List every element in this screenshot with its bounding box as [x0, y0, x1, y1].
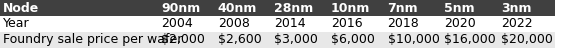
Text: 28nm: 28nm	[274, 2, 314, 15]
FancyBboxPatch shape	[498, 16, 554, 32]
FancyBboxPatch shape	[385, 0, 442, 16]
FancyBboxPatch shape	[0, 0, 158, 16]
FancyBboxPatch shape	[272, 16, 328, 32]
Text: 40nm: 40nm	[218, 2, 257, 15]
Text: Year: Year	[3, 18, 29, 30]
Text: 2016: 2016	[331, 18, 363, 30]
Text: 2004: 2004	[161, 18, 193, 30]
FancyBboxPatch shape	[328, 0, 385, 16]
FancyBboxPatch shape	[442, 0, 498, 16]
FancyBboxPatch shape	[498, 32, 554, 48]
FancyBboxPatch shape	[272, 32, 328, 48]
FancyBboxPatch shape	[215, 0, 272, 16]
Text: 10nm: 10nm	[331, 2, 371, 15]
Text: $2,000: $2,000	[161, 33, 205, 46]
Text: $3,000: $3,000	[274, 33, 318, 46]
Text: 5nm: 5nm	[444, 2, 475, 15]
Text: $20,000: $20,000	[501, 33, 553, 46]
FancyBboxPatch shape	[272, 0, 328, 16]
Text: 2014: 2014	[274, 18, 306, 30]
FancyBboxPatch shape	[158, 16, 215, 32]
FancyBboxPatch shape	[328, 32, 385, 48]
FancyBboxPatch shape	[215, 16, 272, 32]
Text: 2018: 2018	[387, 18, 419, 30]
Text: 7nm: 7nm	[387, 2, 418, 15]
Text: Node: Node	[3, 2, 39, 15]
Text: $6,000: $6,000	[331, 33, 375, 46]
FancyBboxPatch shape	[385, 32, 442, 48]
Text: Foundry sale price per wafer: Foundry sale price per wafer	[3, 33, 182, 46]
FancyBboxPatch shape	[158, 0, 215, 16]
Text: 2020: 2020	[444, 18, 476, 30]
Text: 90nm: 90nm	[161, 2, 200, 15]
Text: 2008: 2008	[218, 18, 250, 30]
FancyBboxPatch shape	[498, 0, 554, 16]
FancyBboxPatch shape	[158, 32, 215, 48]
FancyBboxPatch shape	[0, 16, 158, 32]
FancyBboxPatch shape	[442, 16, 498, 32]
Text: $16,000: $16,000	[444, 33, 496, 46]
Text: 3nm: 3nm	[501, 2, 531, 15]
FancyBboxPatch shape	[215, 32, 272, 48]
Text: 2022: 2022	[501, 18, 532, 30]
FancyBboxPatch shape	[385, 16, 442, 32]
Text: $10,000: $10,000	[387, 33, 439, 46]
FancyBboxPatch shape	[0, 32, 158, 48]
FancyBboxPatch shape	[442, 32, 498, 48]
Text: $2,600: $2,600	[218, 33, 262, 46]
FancyBboxPatch shape	[328, 16, 385, 32]
